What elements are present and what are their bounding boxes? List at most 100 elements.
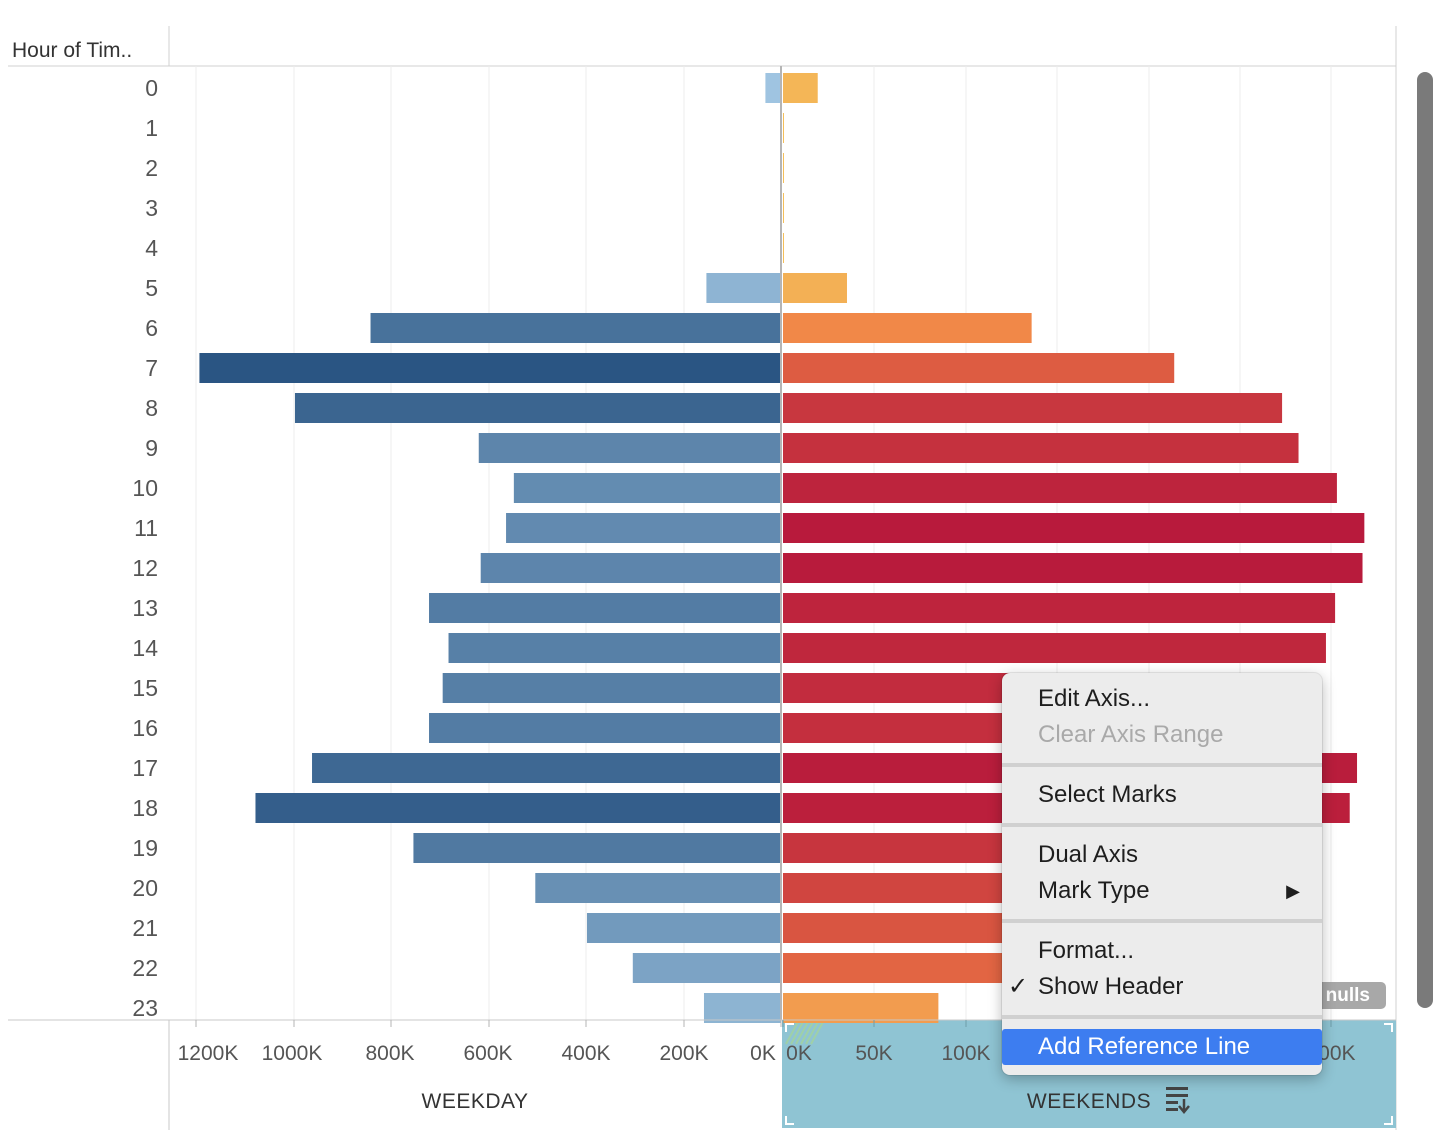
row-label-3[interactable]: 3 — [145, 195, 158, 221]
axis-ticks: 1200K 1000K 800K 600K 400K 200K 0K 0K 50K 100K 300… — [178, 1020, 1356, 1065]
weekend-bar-8[interactable] — [783, 393, 1283, 423]
weekday-bar-5[interactable] — [706, 273, 781, 303]
row-label-6[interactable]: 6 — [145, 315, 158, 341]
weekday-bar-20[interactable] — [535, 873, 781, 903]
selection-corner — [1384, 1023, 1393, 1032]
row-label-22[interactable]: 22 — [132, 955, 158, 981]
weekday-tick-label: 600K — [463, 1042, 512, 1065]
row-label-13[interactable]: 13 — [132, 595, 158, 621]
weekday-bar-6[interactable] — [370, 313, 781, 343]
submenu-arrow-icon: ▶ — [1286, 881, 1300, 901]
axis-hatch — [785, 1021, 824, 1045]
weekday-bar-15[interactable] — [442, 673, 781, 703]
weekday-bar-22[interactable] — [632, 953, 781, 983]
sort-icon[interactable] — [1166, 1087, 1190, 1114]
row-label-8[interactable]: 8 — [145, 395, 158, 421]
weekday-bar-16[interactable] — [429, 713, 781, 743]
row-label-21[interactable]: 21 — [132, 915, 158, 941]
weekday-tick-label: 400K — [561, 1042, 610, 1065]
weekday-bar-17[interactable] — [312, 753, 781, 783]
weekday-bar-11[interactable] — [506, 513, 781, 543]
selection-corner — [1384, 1116, 1393, 1125]
weekend-bar-11[interactable] — [783, 513, 1365, 543]
hatch-stroke — [805, 1021, 819, 1045]
weekend-bar-0[interactable] — [783, 73, 818, 103]
hatch-stroke — [810, 1021, 824, 1045]
weekend-bar-3[interactable] — [783, 193, 784, 223]
row-label-20[interactable]: 20 — [132, 875, 158, 901]
checkmark-icon: ✓ — [1008, 973, 1029, 1000]
menu-item-clear-axis-range: Clear Axis Range — [1002, 717, 1322, 753]
menu-item-mark-type[interactable]: Mark Type ▶ — [1002, 873, 1322, 909]
row-label-18[interactable]: 18 — [132, 795, 158, 821]
menu-item-format[interactable]: Format... — [1002, 933, 1322, 969]
weekday-bar-13[interactable] — [429, 593, 781, 623]
weekend-bar-10[interactable] — [783, 473, 1337, 503]
weekday-tick-label: 1000K — [262, 1042, 323, 1065]
row-label-12[interactable]: 12 — [132, 555, 158, 581]
menu-item-label: Edit Axis... — [1038, 685, 1151, 712]
row-label-9[interactable]: 9 — [145, 435, 158, 461]
weekday-axis-title[interactable]: WEEKDAY — [422, 1090, 529, 1113]
hatch-stroke — [790, 1021, 804, 1045]
weekday-bar-7[interactable] — [199, 353, 782, 383]
row-label-14[interactable]: 14 — [132, 635, 158, 661]
menu-item-label: Mark Type — [1038, 877, 1150, 904]
row-label-15[interactable]: 15 — [132, 675, 158, 701]
menu-item-show-header[interactable]: ✓ Show Header — [1002, 969, 1322, 1005]
row-label-11[interactable]: 11 — [134, 515, 158, 541]
row-label-10[interactable]: 10 — [132, 475, 158, 501]
weekday-tick-label: 800K — [365, 1042, 414, 1065]
menu-item-dual-axis[interactable]: Dual Axis — [1002, 837, 1322, 873]
weekend-bar-6[interactable] — [783, 313, 1032, 343]
weekday-bar-9[interactable] — [478, 433, 781, 463]
menu-separator — [1002, 919, 1322, 923]
weekday-bar-23[interactable] — [703, 993, 781, 1023]
weekend-bar-9[interactable] — [783, 433, 1299, 463]
row-label-2[interactable]: 2 — [145, 155, 158, 181]
menu-item-label: Select Marks — [1038, 781, 1177, 808]
scrollbar-thumb[interactable] — [1417, 72, 1433, 1008]
menu-separator — [1002, 1015, 1322, 1019]
row-label-17[interactable]: 17 — [132, 755, 158, 781]
row-label-7[interactable]: 7 — [145, 355, 158, 381]
weekends-tick-label: 100K — [941, 1042, 990, 1065]
row-header-label[interactable]: Hour of Tim.. — [12, 39, 132, 62]
row-label-4[interactable]: 4 — [145, 235, 158, 261]
menu-item-edit-axis[interactable]: Edit Axis... — [1002, 681, 1322, 717]
weekday-bar-12[interactable] — [480, 553, 781, 583]
menu-item-label: Show Header — [1038, 973, 1184, 1000]
weekend-bar-4[interactable] — [783, 233, 784, 263]
row-label-5[interactable]: 5 — [145, 275, 158, 301]
weekday-bar-21[interactable] — [586, 913, 781, 943]
row-label-16[interactable]: 16 — [132, 715, 158, 741]
weekend-bar-1[interactable] — [783, 113, 784, 143]
weekends-tick-label: 50K — [855, 1042, 892, 1065]
menu-separator — [1002, 763, 1322, 767]
weekday-bar-18[interactable] — [255, 793, 782, 823]
row-label-23[interactable]: 23 — [132, 995, 158, 1021]
weekday-bar-14[interactable] — [448, 633, 781, 663]
row-label-0[interactable]: 0 — [145, 75, 158, 101]
row-label-19[interactable]: 19 — [132, 835, 158, 861]
weekend-bar-13[interactable] — [783, 593, 1336, 623]
weekday-bar-0[interactable] — [765, 73, 781, 103]
weekday-bar-8[interactable] — [294, 393, 781, 423]
weekend-bar-14[interactable] — [783, 633, 1326, 663]
weekday-bar-19[interactable] — [413, 833, 781, 863]
weekend-bar-2[interactable] — [783, 153, 784, 183]
weekends-axis-title[interactable]: WEEKENDS — [1027, 1090, 1151, 1113]
menu-item-select-marks[interactable]: Select Marks — [1002, 777, 1322, 813]
menu-item-add-reference-line[interactable]: Add Reference Line — [1002, 1029, 1322, 1065]
selection-corner — [785, 1023, 794, 1032]
weekday-bar-10[interactable] — [513, 473, 781, 503]
menu-item-label: Dual Axis — [1038, 841, 1139, 868]
weekend-bar-12[interactable] — [783, 553, 1363, 583]
menu-item-label: Clear Axis Range — [1038, 721, 1224, 748]
weekend-bar-5[interactable] — [783, 273, 847, 303]
row-label-1[interactable]: 1 — [145, 115, 158, 141]
weekend-bar-7[interactable] — [783, 353, 1175, 383]
weekend-bar-23[interactable] — [783, 993, 939, 1023]
weekday-bars — [199, 73, 782, 1023]
axis-context-menu: Edit Axis... Clear Axis Range Select Marks… — [1002, 673, 1322, 1075]
